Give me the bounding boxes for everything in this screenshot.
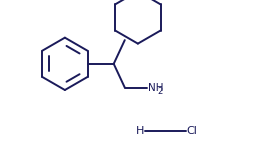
Text: NH: NH [148, 82, 164, 93]
Text: 2: 2 [157, 87, 163, 96]
Text: Cl: Cl [186, 126, 197, 136]
Text: H: H [136, 126, 145, 136]
